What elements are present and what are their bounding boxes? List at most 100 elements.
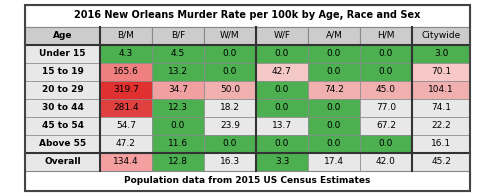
Bar [360, 152, 412, 170]
Bar [204, 98, 256, 116]
Text: 16.3: 16.3 [220, 157, 240, 166]
Bar [204, 81, 256, 98]
Bar [25, 27, 100, 44]
Text: Above 55: Above 55 [39, 139, 86, 148]
Bar [256, 44, 308, 63]
Bar [204, 135, 256, 152]
Text: 12.3: 12.3 [168, 103, 188, 112]
Bar [412, 27, 470, 44]
Bar [25, 170, 470, 191]
Bar [256, 116, 308, 135]
Bar [256, 135, 308, 152]
Bar [360, 81, 412, 98]
Text: 0.0: 0.0 [327, 49, 341, 58]
Bar [412, 135, 470, 152]
Bar [152, 81, 204, 98]
Bar [256, 152, 308, 170]
Text: 3.0: 3.0 [434, 49, 448, 58]
Text: 0.0: 0.0 [223, 49, 237, 58]
Text: Overall: Overall [44, 157, 81, 166]
Text: 47.2: 47.2 [116, 139, 136, 148]
Bar [100, 44, 152, 63]
Text: 0.0: 0.0 [379, 139, 393, 148]
Bar [25, 152, 100, 170]
Bar [152, 44, 204, 63]
Text: B/M: B/M [118, 31, 135, 40]
Bar [308, 63, 360, 81]
Text: 77.0: 77.0 [376, 103, 396, 112]
Text: 0.0: 0.0 [171, 121, 185, 130]
Bar [256, 63, 308, 81]
Bar [25, 63, 100, 81]
Text: 74.2: 74.2 [324, 85, 344, 94]
Text: 42.0: 42.0 [376, 157, 396, 166]
Text: W/M: W/M [220, 31, 240, 40]
Bar [100, 116, 152, 135]
Bar [100, 135, 152, 152]
Bar [256, 98, 308, 116]
Bar [308, 152, 360, 170]
Bar [25, 135, 100, 152]
Bar [152, 27, 204, 44]
Bar [308, 27, 360, 44]
Bar [204, 116, 256, 135]
Text: 0.0: 0.0 [275, 85, 289, 94]
Text: 42.7: 42.7 [272, 67, 292, 76]
Text: 0.0: 0.0 [379, 67, 393, 76]
Bar [412, 116, 470, 135]
Bar [25, 4, 470, 191]
Bar [360, 44, 412, 63]
Text: 0.0: 0.0 [327, 67, 341, 76]
Text: 0.0: 0.0 [223, 139, 237, 148]
Bar [256, 81, 308, 98]
Text: 104.1: 104.1 [428, 85, 454, 94]
Text: 4.3: 4.3 [119, 49, 133, 58]
Text: 23.9: 23.9 [220, 121, 240, 130]
Bar [152, 116, 204, 135]
Text: 4.5: 4.5 [171, 49, 185, 58]
Bar [204, 152, 256, 170]
Bar [360, 135, 412, 152]
Bar [308, 98, 360, 116]
Bar [412, 152, 470, 170]
Text: 165.6: 165.6 [113, 67, 139, 76]
Text: 70.1: 70.1 [431, 67, 451, 76]
Bar [100, 98, 152, 116]
Text: 13.7: 13.7 [272, 121, 292, 130]
Bar [100, 27, 152, 44]
Text: B/F: B/F [171, 31, 185, 40]
Text: 50.0: 50.0 [220, 85, 240, 94]
Text: 134.4: 134.4 [113, 157, 139, 166]
Bar [204, 63, 256, 81]
Text: 45.2: 45.2 [431, 157, 451, 166]
Text: 54.7: 54.7 [116, 121, 136, 130]
Bar [412, 98, 470, 116]
Text: 11.6: 11.6 [168, 139, 188, 148]
Text: Population data from 2015 US Census Estimates: Population data from 2015 US Census Esti… [124, 176, 371, 185]
Text: 13.2: 13.2 [168, 67, 188, 76]
Bar [308, 81, 360, 98]
Text: 45.0: 45.0 [376, 85, 396, 94]
Bar [152, 152, 204, 170]
Bar [204, 27, 256, 44]
Text: 22.2: 22.2 [431, 121, 451, 130]
Text: 0.0: 0.0 [275, 49, 289, 58]
Bar [100, 63, 152, 81]
Bar [412, 63, 470, 81]
Text: Citywide: Citywide [421, 31, 461, 40]
Bar [412, 44, 470, 63]
Text: 34.7: 34.7 [168, 85, 188, 94]
Bar [412, 81, 470, 98]
Text: 2016 New Orleans Murder Rate per 100k by Age, Race and Sex: 2016 New Orleans Murder Rate per 100k by… [74, 11, 421, 20]
Text: 67.2: 67.2 [376, 121, 396, 130]
Text: 0.0: 0.0 [327, 139, 341, 148]
Text: A/M: A/M [326, 31, 343, 40]
Bar [25, 4, 470, 27]
Bar [204, 44, 256, 63]
Text: 45 to 54: 45 to 54 [42, 121, 84, 130]
Bar [360, 27, 412, 44]
Text: 74.1: 74.1 [431, 103, 451, 112]
Text: 30 to 44: 30 to 44 [42, 103, 84, 112]
Bar [152, 63, 204, 81]
Text: 3.3: 3.3 [275, 157, 289, 166]
